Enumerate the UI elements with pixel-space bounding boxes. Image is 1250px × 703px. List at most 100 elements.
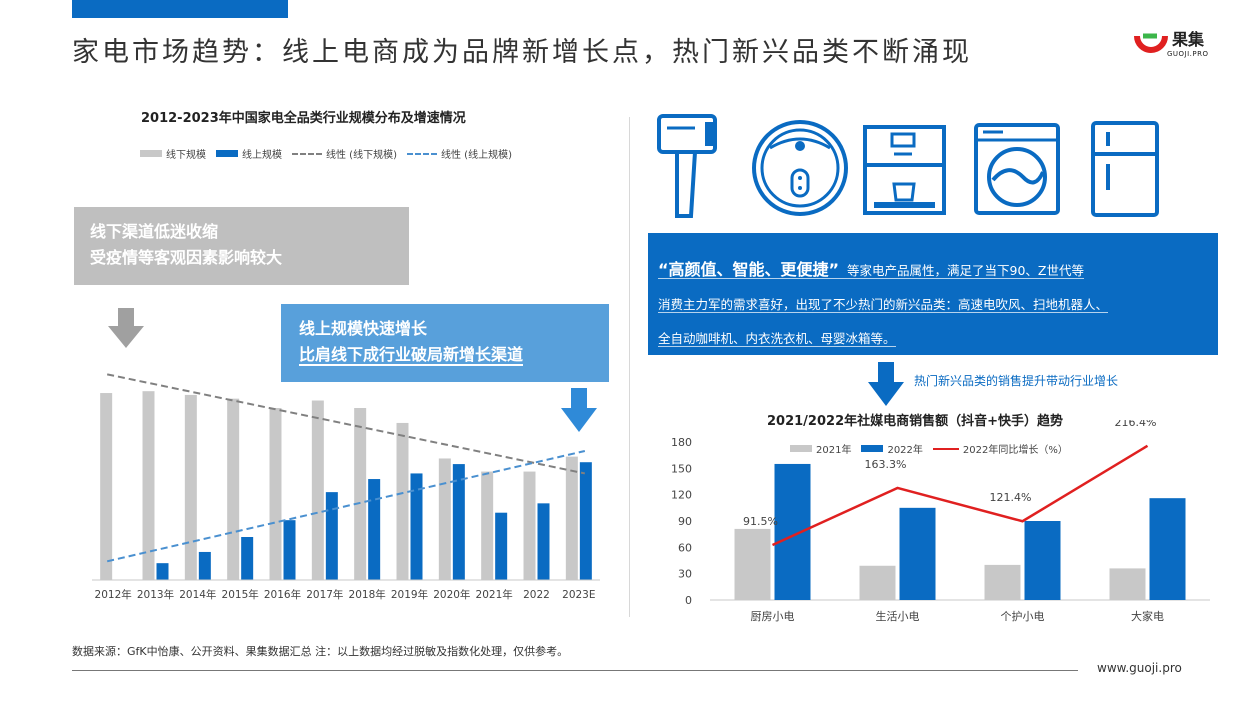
right-chart-title: 2021/2022年社媒电商销售额（抖音+快手）趋势 [767, 414, 1064, 429]
bar-2022 [899, 507, 936, 600]
bar-2022 [774, 463, 811, 600]
bar-offline [142, 391, 155, 580]
bar-online [241, 537, 254, 580]
y-tick-label: 180 [671, 436, 692, 449]
yoy-data-label: 121.4% [990, 491, 1032, 504]
bar-online [579, 462, 592, 580]
washing-machine-icon [974, 123, 1060, 215]
bar-offline [311, 400, 324, 580]
bar-online [537, 503, 550, 580]
y-tick-label: 30 [678, 568, 692, 581]
bar-online [325, 492, 338, 580]
legend-item-online: 线上规模 [216, 146, 282, 161]
bar-offline [438, 458, 451, 580]
hair-dryer-icon [657, 114, 717, 218]
coffee-machine-icon [863, 125, 946, 215]
logo-subtext: GUOJI.PRO [1167, 50, 1209, 58]
insight-line2: 消费主力军的需求喜好，出现了不少热门的新兴品类：高速电吹风、扫地机器人、 [658, 297, 1109, 313]
offline-callout-line2: 受疫情等客观因素影响较大 [90, 248, 283, 267]
bar-online [410, 473, 423, 580]
x-tick-label: 2021年 [476, 588, 513, 601]
bar-online [156, 563, 169, 580]
insight-highlight: “高颜值、智能、更便捷” [658, 260, 840, 279]
bar-online [283, 520, 296, 580]
x-tick-label: 2014年 [179, 588, 216, 601]
online-callout-line2: 比肩线下成行业破局新增长渠道 [299, 345, 524, 366]
x-tick-label: 2015年 [222, 588, 259, 601]
bar-offline [481, 471, 494, 580]
bar-offline [227, 398, 240, 580]
yoy-data-label: 216.4% [1115, 420, 1157, 429]
bar-offline [523, 471, 536, 580]
y-tick-label: 60 [678, 541, 692, 554]
insight-box: “高颜值、智能、更便捷” 等家电产品属性，满足了当下90、Z世代等 消费主力军的… [648, 233, 1218, 355]
robot-vacuum-icon [752, 120, 848, 216]
left-chart-legend: 线下规模 线上规模 线性 (线下规模) 线性 (线上规模) [140, 146, 516, 161]
bar-2021 [734, 528, 771, 600]
y-tick-label: 0 [685, 594, 692, 607]
legend-item-offline-trend: 线性 (线下规模) [292, 146, 397, 161]
offline-callout-line1: 线下渠道低迷收缩 [90, 222, 219, 241]
bar-offline [184, 394, 197, 580]
legend-item-yoy: 2022年同比增长（%） [932, 441, 1068, 456]
panel-divider [629, 117, 630, 617]
data-source-note: 数据来源：GfK中怡康、公开资料、果集数据汇总 注：以上数据均经过脱敏及指数化处… [72, 645, 569, 658]
x-tick-label: 2018年 [349, 588, 386, 601]
bar-offline [396, 422, 409, 580]
insight-line1: 等家电产品属性，满足了当下90、Z世代等 [847, 263, 1084, 278]
x-tick-label: 2023E [562, 589, 595, 601]
x-tick-label: 2013年 [137, 588, 174, 601]
right-chart-legend: 2021年 2022年 2022年同比增长（%） [790, 441, 1072, 456]
x-tick-label: 2016年 [264, 588, 301, 601]
guoji-logo [1134, 33, 1168, 53]
x-tick-label: 大家电 [1131, 609, 1164, 623]
legend-item-offline: 线下规模 [140, 146, 206, 161]
bar-online [495, 512, 508, 580]
footer-url: www.guoji.pro [1097, 661, 1182, 675]
legend-item-2021: 2021年 [790, 441, 851, 456]
trendline-offline [106, 373, 586, 475]
bar-online [198, 551, 211, 580]
y-tick-label: 120 [671, 489, 692, 502]
trendline-online [106, 450, 586, 563]
x-tick-label: 个护小电 [1001, 609, 1045, 623]
right-bar-chart: 0 30 60 90 120 150 180 厨房小电 生活小电 个护小电 大家电 91.5% 163.… [671, 420, 1210, 623]
x-tick-label: 2017年 [306, 588, 343, 601]
logo-text: 果集 [1172, 30, 1205, 49]
bar-online [452, 464, 465, 580]
x-tick-label: 厨房小电 [751, 610, 795, 623]
insight-line3: 全自动咖啡机、内衣洗衣机、母婴冰箱等。 [658, 331, 896, 347]
bar-offline [269, 408, 282, 580]
x-tick-label: 2020年 [433, 588, 470, 601]
page-title: 家电市场趋势：线上电商成为品牌新增长点，热门新兴品类不断涌现 [72, 37, 972, 68]
y-tick-label: 90 [678, 515, 692, 528]
bar-offline [565, 456, 578, 580]
top-accent-bar [72, 0, 288, 18]
yoy-data-label: 163.3% [865, 458, 907, 471]
x-tick-label: 2012年 [95, 588, 132, 601]
down-arrow-blue-icon [561, 388, 597, 432]
down-arrow-gray-icon [108, 308, 144, 348]
bar-online [368, 479, 381, 580]
down-arrow-blue-right-icon [868, 362, 904, 406]
legend-item-online-trend: 线性 (线上规模) [406, 146, 512, 161]
y-tick-label: 150 [671, 462, 692, 475]
x-tick-label: 生活小电 [876, 609, 920, 623]
online-callout-line1: 线上规模快速增长 [299, 319, 428, 338]
yoy-data-label: 91.5% [743, 515, 778, 528]
x-tick-label: 2022 [523, 589, 550, 601]
bar-offline [100, 393, 113, 580]
refrigerator-icon [1091, 121, 1159, 217]
bar-2021 [984, 564, 1021, 600]
arrow-note: 热门新兴品类的销售提升带动行业增长 [914, 374, 1119, 388]
bar-2022 [1024, 521, 1061, 600]
bar-2021 [859, 565, 896, 600]
bar-offline [354, 408, 367, 580]
left-chart-title: 2012-2023年中国家电全品类行业规模分布及增速情况 [141, 111, 466, 126]
x-tick-label: 2019年 [391, 588, 428, 601]
bar-2021 [1109, 568, 1146, 600]
legend-item-2022: 2022年 [861, 441, 923, 456]
yoy-growth-line [771, 444, 1149, 547]
online-callout: 线上规模快速增长 比肩线下成行业破局新增长渠道 [281, 304, 609, 382]
offline-callout: 线下渠道低迷收缩 受疫情等客观因素影响较大 [74, 207, 409, 285]
